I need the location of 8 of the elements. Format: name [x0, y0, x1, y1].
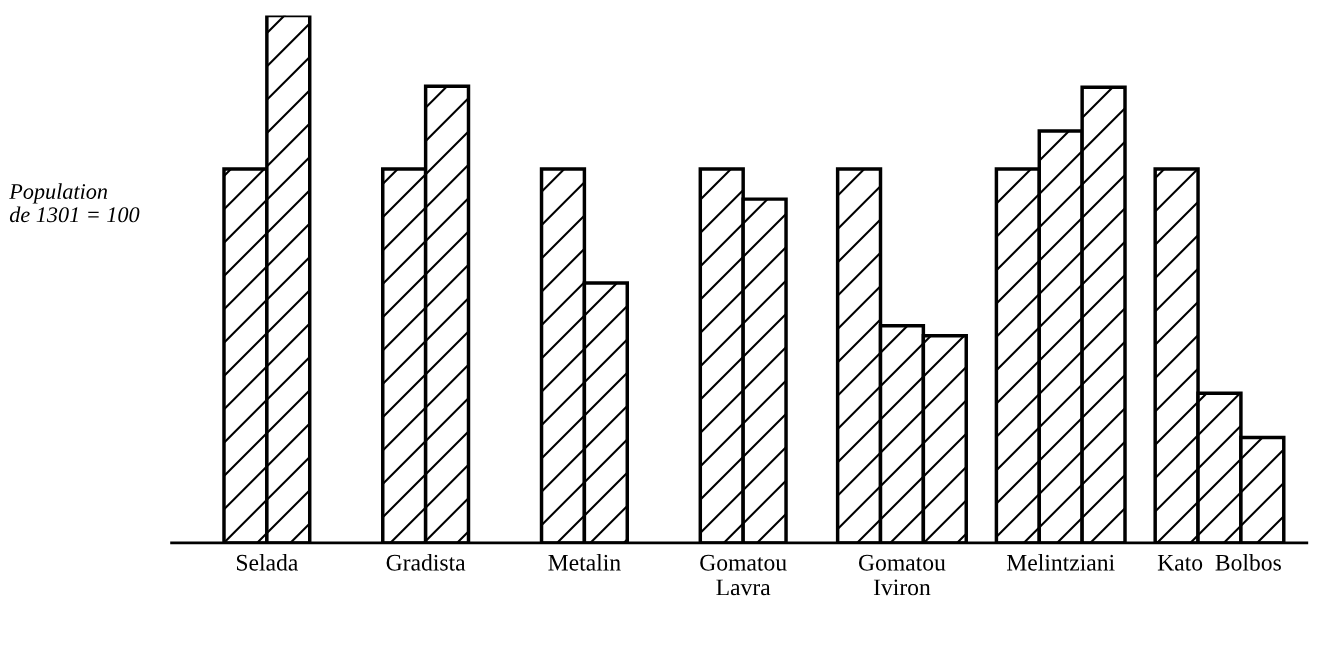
x-tick-label: Kato Bolbos [1157, 554, 1281, 571]
x-tick-label: Gomatou Lavra [700, 554, 787, 596]
x-tick-label: Metalin [548, 554, 621, 571]
x-tick-label: Selada [236, 554, 299, 571]
text: Population de 1301 = 100 [9, 183, 140, 223]
x-tick-label: Melintziani [1006, 554, 1115, 571]
x-tick-label: Gradista [386, 554, 466, 571]
x-tick-label: Gomatou Iviron [858, 554, 946, 596]
